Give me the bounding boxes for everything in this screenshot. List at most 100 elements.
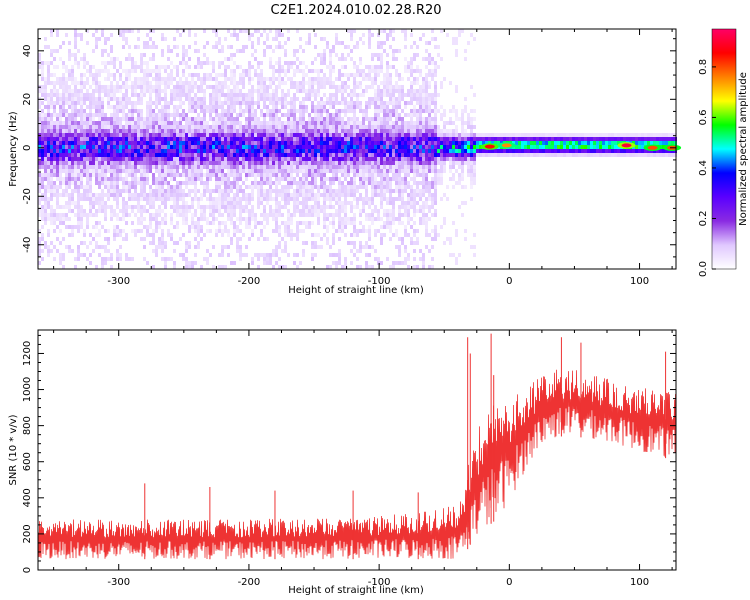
heatmap-cell bbox=[317, 185, 320, 189]
heatmap-cell bbox=[116, 149, 119, 153]
heatmap-cell bbox=[320, 193, 323, 197]
heatmap-cell bbox=[311, 157, 314, 161]
heatmap-cell bbox=[350, 233, 353, 237]
heatmap-cell bbox=[293, 93, 296, 97]
heatmap-cell bbox=[143, 85, 146, 89]
heatmap-cell bbox=[308, 77, 311, 81]
heatmap-cell bbox=[74, 145, 77, 149]
heatmap-cell bbox=[134, 205, 137, 209]
heatmap-cell bbox=[95, 241, 98, 245]
heatmap-cell bbox=[239, 209, 242, 213]
heatmap-cell bbox=[200, 229, 203, 233]
heatmap-cell bbox=[311, 89, 314, 93]
heatmap-cell bbox=[332, 213, 335, 217]
heatmap-cell bbox=[140, 133, 143, 137]
heatmap-cell bbox=[395, 157, 398, 161]
heatmap-cell bbox=[74, 77, 77, 81]
heatmap-cell bbox=[233, 173, 236, 177]
heatmap-cell bbox=[239, 173, 242, 177]
heatmap-cell bbox=[44, 133, 47, 137]
heatmap-cell bbox=[341, 181, 344, 185]
heatmap-cell bbox=[296, 189, 299, 193]
heatmap-cell bbox=[329, 161, 332, 165]
heatmap-cell bbox=[188, 45, 191, 49]
heatmap-cell bbox=[380, 177, 383, 181]
heatmap-cell bbox=[98, 69, 101, 73]
heatmap-cell bbox=[266, 197, 269, 201]
heatmap-cell bbox=[197, 121, 200, 125]
heatmap-cell bbox=[365, 229, 368, 233]
heatmap-cell bbox=[101, 257, 104, 261]
heatmap-cell bbox=[218, 105, 221, 109]
heatmap-cell bbox=[287, 201, 290, 205]
heatmap-cell bbox=[116, 101, 119, 105]
heatmap-cell bbox=[209, 205, 212, 209]
heatmap-cell bbox=[146, 73, 149, 77]
heatmap-cell bbox=[329, 93, 332, 97]
heatmap-cell bbox=[47, 145, 50, 149]
heatmap-cell bbox=[257, 89, 260, 93]
heatmap-cell bbox=[44, 37, 47, 41]
heatmap-cell bbox=[305, 205, 308, 209]
heatmap-cell bbox=[332, 237, 335, 241]
heatmap-cell bbox=[71, 193, 74, 197]
heatmap-cell bbox=[260, 73, 263, 77]
heatmap-cell bbox=[83, 93, 86, 97]
heatmap-cell bbox=[164, 129, 167, 133]
heatmap-cell bbox=[122, 133, 125, 137]
heatmap-cell bbox=[53, 93, 56, 97]
heatmap-cell bbox=[266, 97, 269, 101]
heatmap-cell bbox=[260, 185, 263, 189]
heatmap-cell bbox=[329, 181, 332, 185]
heatmap-cell bbox=[281, 221, 284, 225]
heatmap-cell bbox=[131, 101, 134, 105]
heatmap-cell bbox=[320, 133, 323, 137]
heatmap-cell bbox=[293, 149, 296, 153]
heatmap-cell bbox=[164, 217, 167, 221]
heatmap-cell bbox=[74, 121, 77, 125]
heatmap-cell bbox=[317, 189, 320, 193]
heatmap-cell bbox=[401, 129, 404, 133]
heatmap-cell bbox=[173, 201, 176, 205]
heatmap-cell bbox=[41, 161, 44, 165]
heatmap-cell bbox=[59, 221, 62, 225]
heatmap-cell bbox=[104, 137, 107, 141]
heatmap-cell bbox=[59, 117, 62, 121]
heatmap-cell bbox=[236, 89, 239, 93]
heatmap-cell bbox=[362, 225, 365, 229]
heatmap-cell bbox=[320, 145, 323, 149]
heatmap-cell bbox=[233, 33, 236, 37]
heatmap-cell bbox=[308, 81, 311, 85]
heatmap-cell bbox=[80, 169, 83, 173]
heatmap-cell bbox=[299, 261, 302, 265]
heatmap-cell bbox=[83, 85, 86, 89]
heatmap-cell bbox=[92, 161, 95, 165]
heatmap-cell bbox=[221, 245, 224, 249]
heatmap-cell bbox=[149, 101, 152, 105]
heatmap-cell bbox=[305, 165, 308, 169]
heatmap-cell bbox=[80, 137, 83, 141]
heatmap-cell bbox=[191, 157, 194, 161]
heatmap-cell bbox=[113, 209, 116, 213]
heatmap-cell bbox=[401, 201, 404, 205]
heatmap-cell bbox=[365, 217, 368, 221]
heatmap-cell bbox=[326, 129, 329, 133]
heatmap-cell bbox=[383, 105, 386, 109]
heatmap-cell bbox=[260, 173, 263, 177]
heatmap-cell bbox=[194, 73, 197, 77]
heatmap-cell bbox=[71, 129, 74, 133]
heatmap-cell bbox=[290, 65, 293, 69]
heatmap-cell bbox=[194, 185, 197, 189]
heatmap-cell bbox=[293, 137, 296, 141]
heatmap-cell bbox=[110, 253, 113, 257]
heatmap-cell bbox=[269, 65, 272, 69]
heatmap-cell bbox=[317, 169, 320, 173]
heatmap-cell bbox=[95, 157, 98, 161]
heatmap-cell bbox=[383, 133, 386, 137]
heatmap-cell bbox=[206, 145, 209, 149]
heatmap-cell bbox=[353, 137, 356, 141]
heatmap-cell bbox=[62, 169, 65, 173]
heatmap-cell bbox=[182, 141, 185, 145]
heatmap-cell bbox=[371, 69, 374, 73]
heatmap-cell bbox=[269, 141, 272, 145]
